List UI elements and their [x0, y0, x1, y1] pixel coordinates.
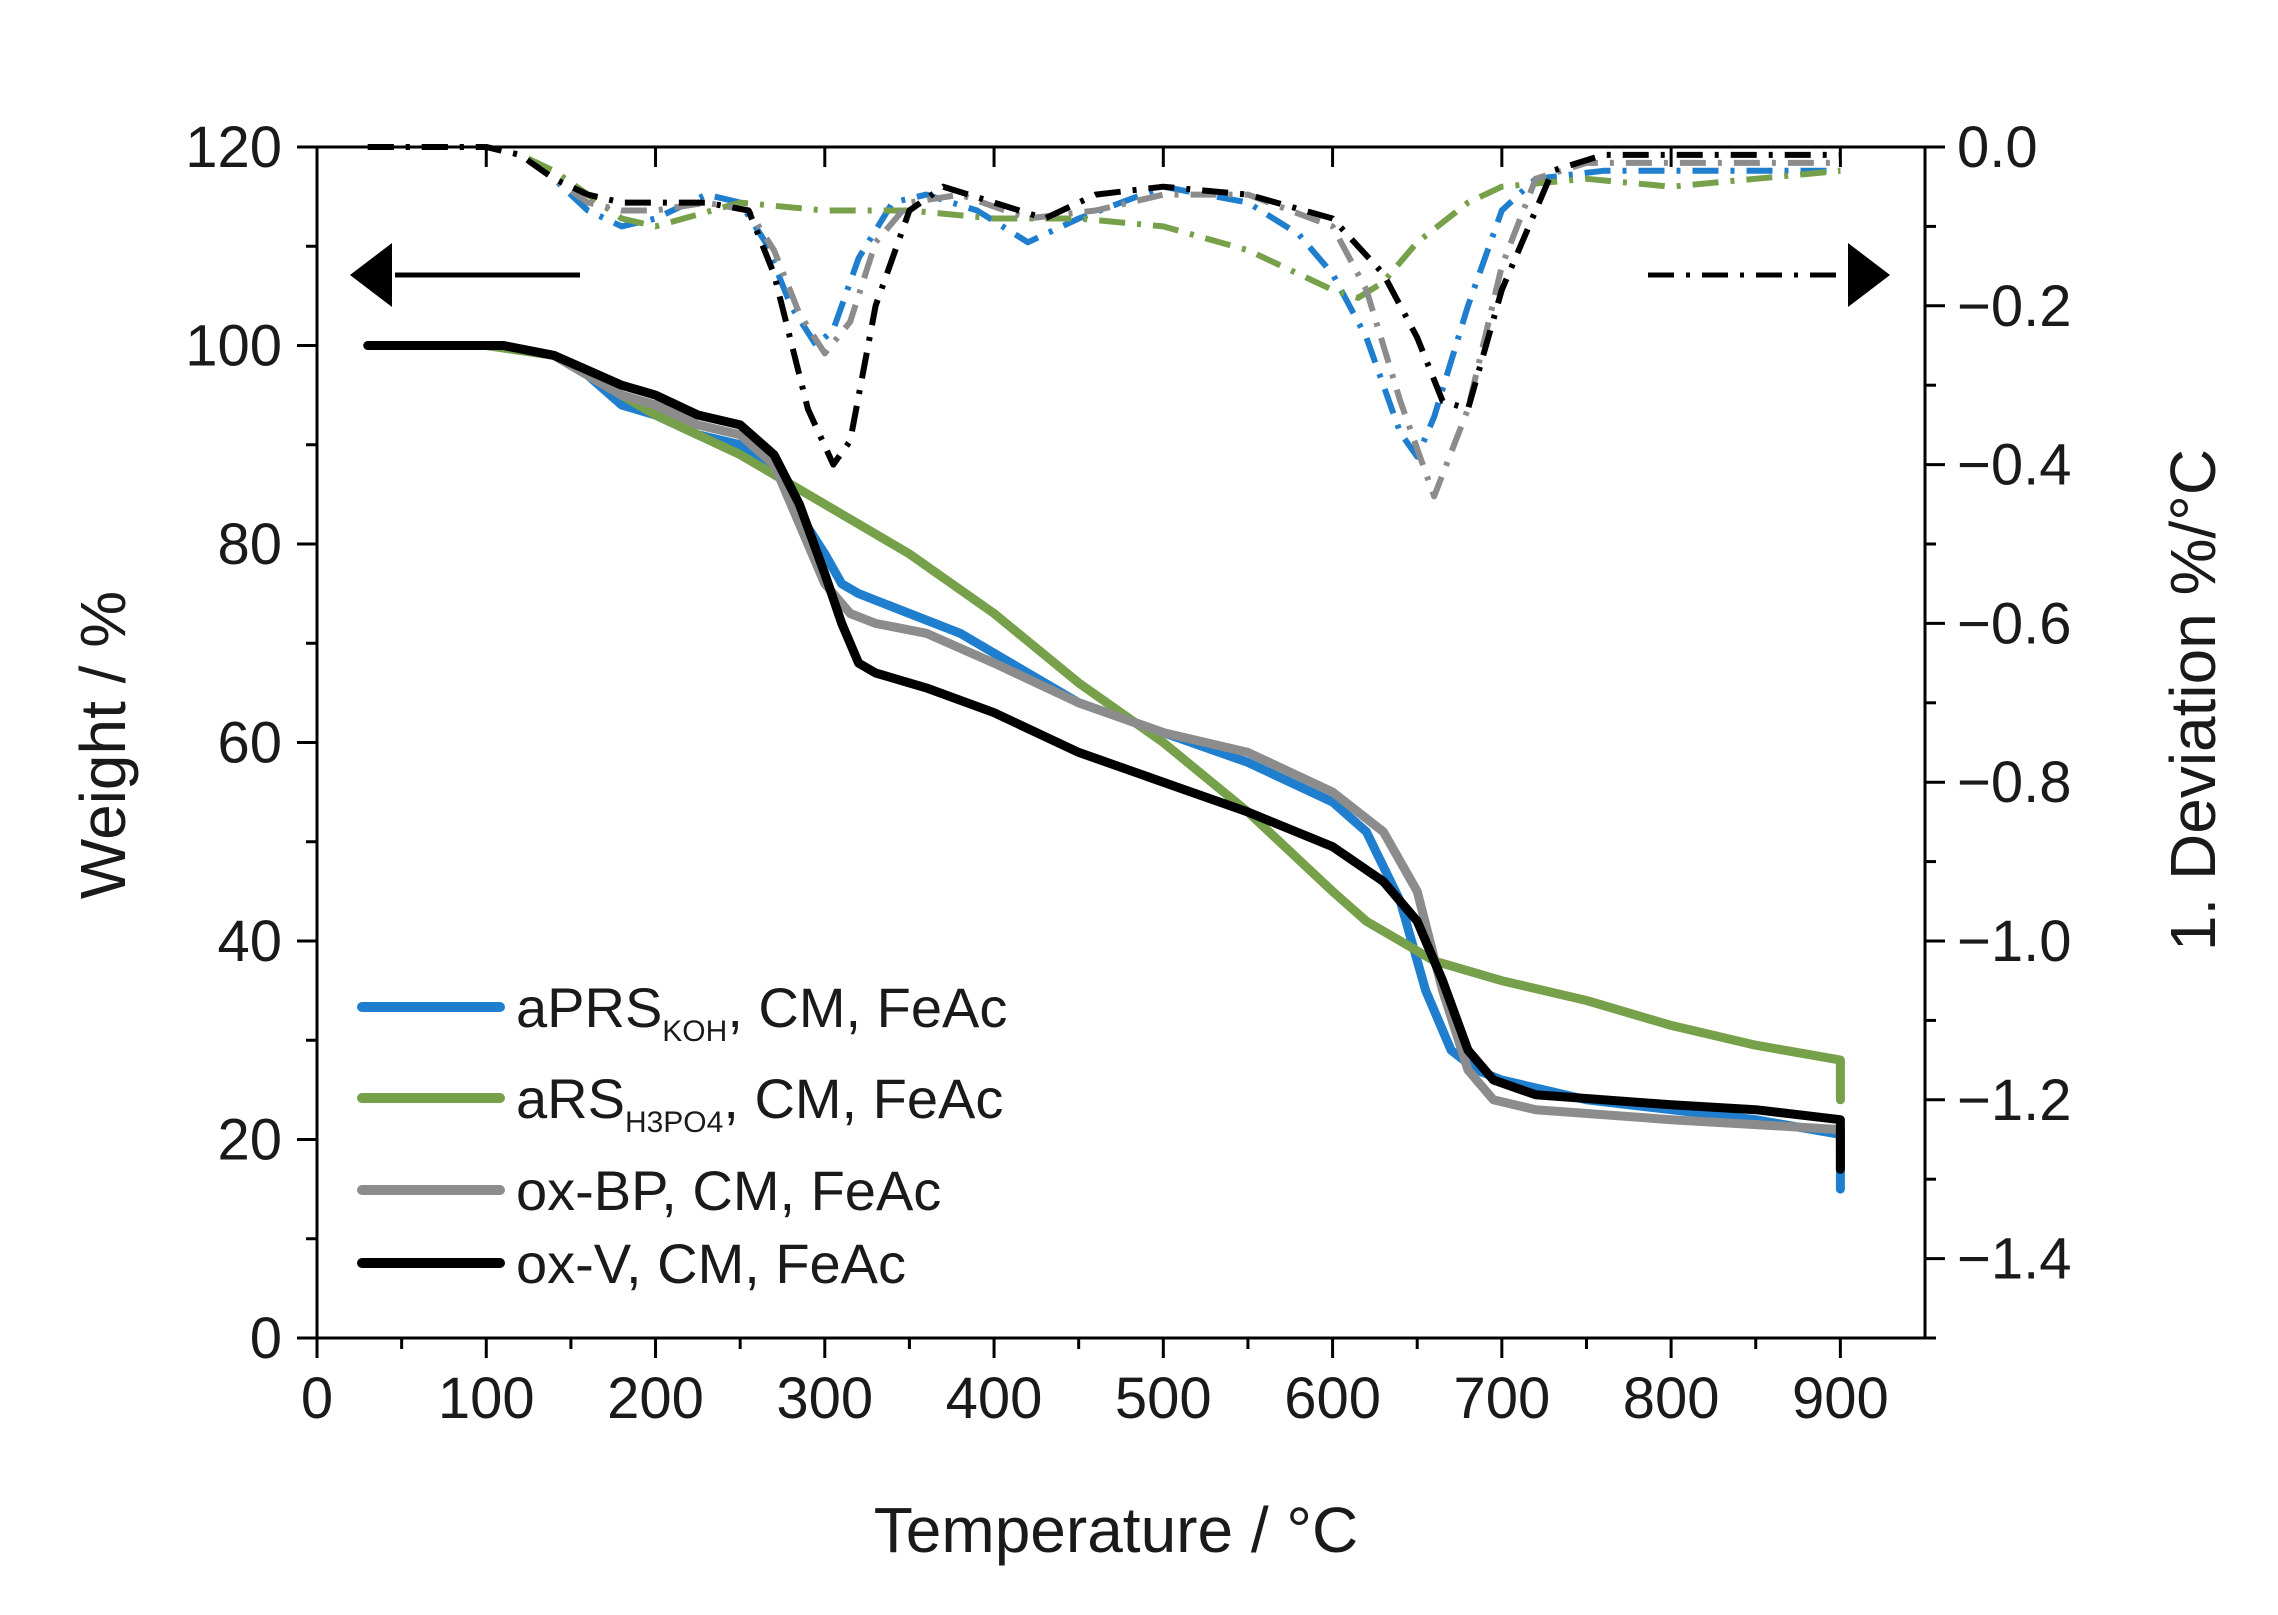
series-oxBP-weight-line [363, 341, 1845, 1154]
x-tick-label: 900 [1792, 1366, 1889, 1431]
y2-tick-label: −0.6 [1957, 591, 2072, 656]
y-tick-label: 100 [185, 314, 282, 379]
x-tick-label: 400 [946, 1366, 1043, 1431]
legend-main-text: ox-BP, CM, FeAc [516, 1159, 941, 1222]
x-tick-label: 200 [607, 1366, 704, 1431]
y2-tick-label: 0.0 [1957, 115, 2038, 180]
legend-rest-text: , CM, FeAc [723, 1067, 1003, 1130]
legend-entry-aPRS: aPRSKOH, CM, FeAc [516, 976, 1007, 1048]
x-tick-label: 800 [1623, 1366, 1720, 1431]
legend-main-text: aPRS [516, 976, 662, 1039]
y2-tick-label: −1.4 [1957, 1227, 2072, 1292]
y-axis-label: Weight / % [67, 591, 139, 899]
series-oxV-derivative-line [367, 144, 1841, 468]
series-layer [363, 144, 1845, 1194]
legend-entry-oxBP: ox-BP, CM, FeAc [516, 1159, 941, 1222]
y2-tick-label: −0.4 [1957, 433, 2072, 498]
x-tick-label: 600 [1284, 1366, 1381, 1431]
y2-tick-label: −1.2 [1957, 1068, 2072, 1133]
y-tick-label: 40 [217, 909, 282, 974]
y-tick-label: 80 [217, 512, 282, 577]
x-tick-label: 100 [438, 1366, 535, 1431]
y-tick-label: 120 [185, 115, 282, 180]
y-tick-label: 60 [217, 711, 282, 776]
axis-ticks: 0 100 200 300 400 500 600 700 800 900 0 20 40 60 80 100… [185, 115, 2071, 1431]
series-oxBP-derivative-line [367, 144, 1841, 500]
right-arrow-head [1848, 243, 1890, 307]
left-arrow-head [350, 243, 392, 307]
y2-tick-label: −1.0 [1957, 909, 2072, 974]
legend-main-text: aRS [516, 1067, 625, 1130]
legend-subscript: H3PO4 [625, 1106, 723, 1139]
legend-rest-text: , CM, FeAc [727, 976, 1007, 1039]
legend-entry-aRS: aRSH3PO4, CM, FeAc [516, 1067, 1003, 1139]
y2-axis-label: 1. Deviation %/°C [2157, 449, 2229, 951]
y-tick-label: 0 [250, 1306, 282, 1371]
series-aPRS-weight-line [363, 341, 1845, 1194]
x-tick-label: 300 [776, 1366, 873, 1431]
legend-entry-oxV: ox-V, CM, FeAc [516, 1232, 906, 1295]
series-aRS-derivative-line [367, 144, 1841, 301]
series-oxV-weight-line [363, 341, 1845, 1174]
y2-tick-label: −0.8 [1957, 750, 2072, 815]
x-tick-label: 500 [1115, 1366, 1212, 1431]
x-tick-label: 700 [1453, 1366, 1550, 1431]
y-tick-label: 20 [217, 1108, 282, 1173]
legend-main-text: ox-V, CM, FeAc [516, 1232, 906, 1295]
y2-tick-label: −0.2 [1957, 274, 2072, 339]
x-tick-label: 0 [301, 1366, 333, 1431]
x-axis-label: Temperature / °C [874, 1494, 1358, 1566]
axis-arrows [350, 243, 1890, 307]
legend-subscript: KOH [662, 1015, 727, 1048]
